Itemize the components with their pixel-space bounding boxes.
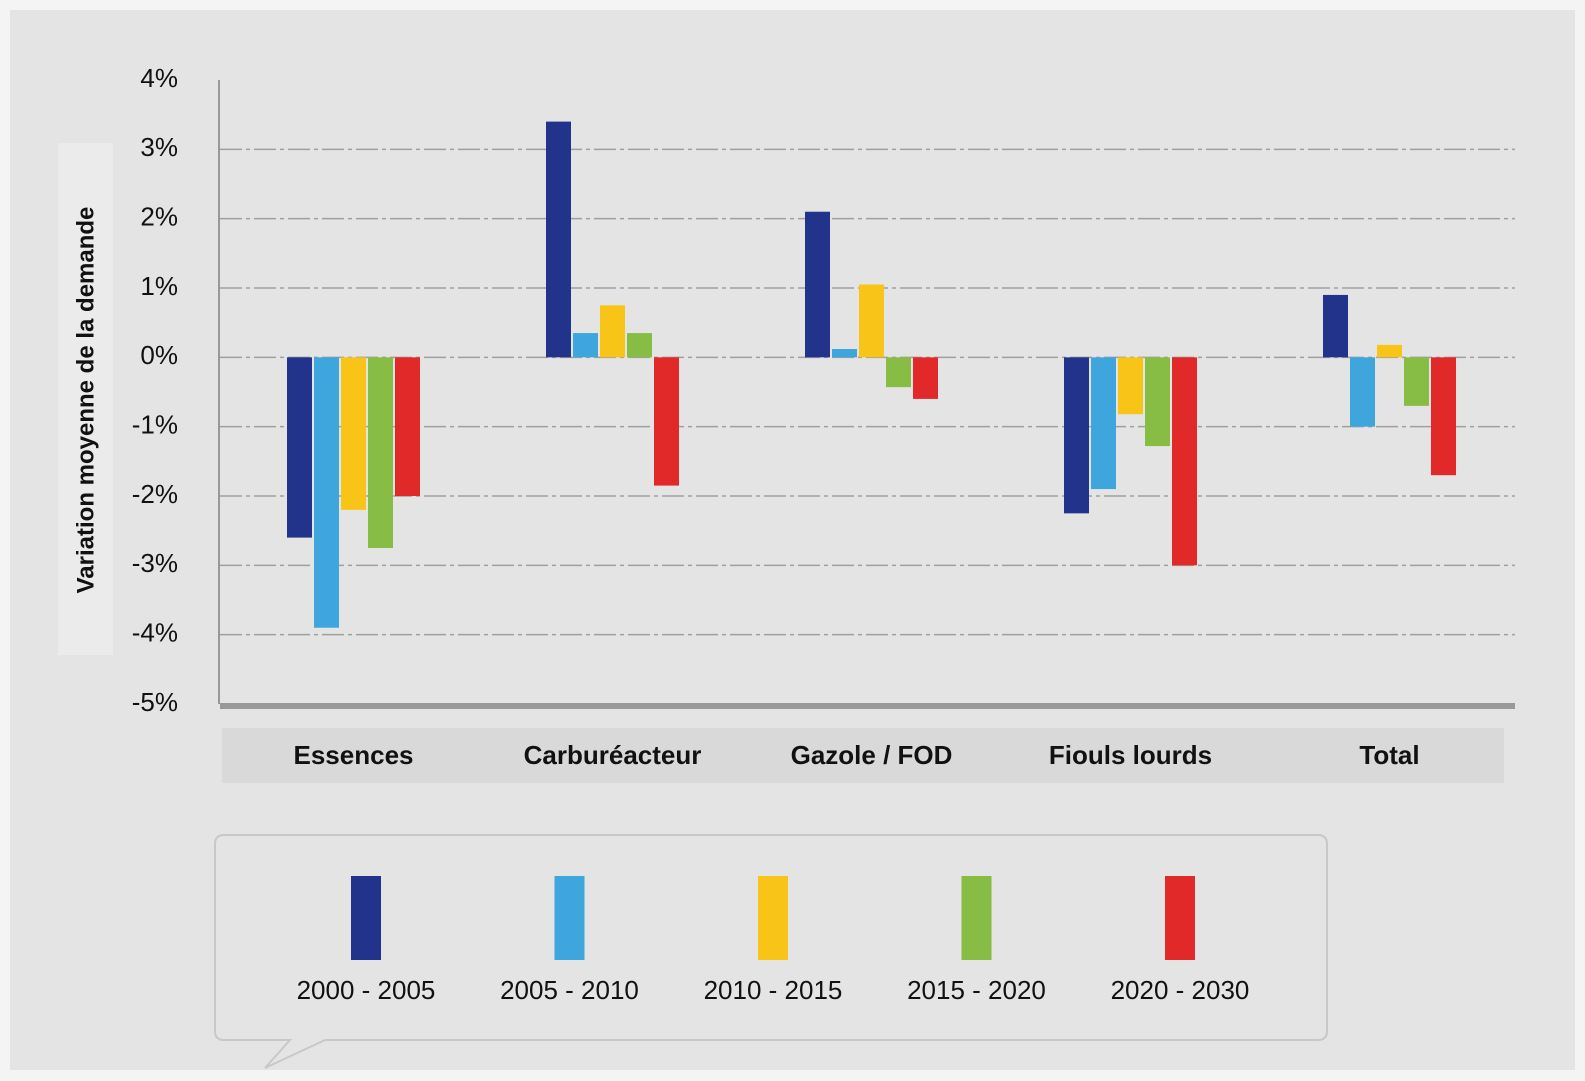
bar (886, 357, 911, 388)
legend-swatch (351, 876, 381, 960)
x-tick-label: Gazole / FOD (791, 740, 953, 770)
bar (1091, 357, 1116, 490)
category-strip (222, 728, 1504, 783)
bar (287, 357, 312, 538)
bar (832, 349, 857, 358)
x-tick-label: Fiouls lourds (1049, 740, 1212, 770)
x-tick-label: Essences (294, 740, 414, 770)
y-label-background (58, 143, 113, 655)
legend-swatch (554, 876, 585, 960)
y-tick-label: -2% (132, 479, 178, 509)
bar (913, 357, 938, 399)
bar (805, 211, 830, 358)
bar (1172, 357, 1197, 566)
y-tick-label: 0% (140, 340, 178, 370)
bar (600, 305, 625, 358)
bar (859, 284, 884, 358)
y-tick-label: 1% (140, 271, 178, 301)
bar (1064, 357, 1089, 514)
bar (627, 333, 652, 358)
bar (1431, 357, 1456, 476)
bar (1323, 294, 1348, 358)
bar (654, 357, 679, 486)
y-tick-label: -5% (132, 687, 178, 717)
legend-swatch (961, 876, 992, 960)
bar (1377, 344, 1402, 358)
x-tick-label: Total (1359, 740, 1419, 770)
legend-label: 2005 - 2010 (500, 975, 639, 1005)
bar (1350, 357, 1375, 427)
bar (1118, 357, 1143, 415)
legend-swatch (1165, 876, 1195, 960)
y-tick-label: -4% (132, 618, 178, 648)
x-tick-label: Carburéacteur (524, 740, 702, 770)
y-tick-label: 2% (140, 202, 178, 232)
legend-label: 2020 - 2030 (1111, 975, 1250, 1005)
legend-label: 2000 - 2005 (297, 975, 436, 1005)
y-axis-label: Variation moyenne de la demande (72, 207, 99, 594)
y-tick-label: -1% (132, 410, 178, 440)
bar (1404, 357, 1429, 406)
y-tick-label: 3% (140, 132, 178, 162)
y-tick-label: 4% (140, 63, 178, 93)
legend-label: 2010 - 2015 (704, 975, 843, 1005)
bar (1145, 357, 1170, 447)
bar (573, 333, 598, 358)
bar (368, 357, 393, 548)
bar (546, 121, 571, 358)
bar (395, 357, 420, 496)
bar (341, 357, 366, 510)
legend-label: 2015 - 2020 (907, 975, 1046, 1005)
y-tick-label: -3% (132, 548, 178, 578)
bar (314, 357, 339, 628)
legend-swatch (758, 876, 788, 960)
